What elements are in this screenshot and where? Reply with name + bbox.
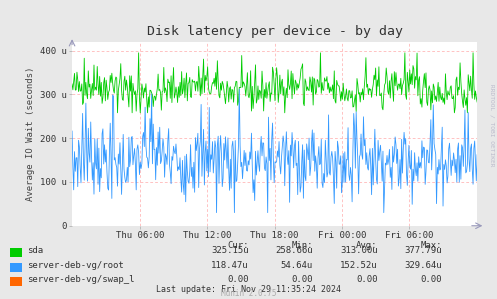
Text: 329.64u: 329.64u [405, 261, 442, 270]
Text: Max:: Max: [421, 241, 442, 250]
Title: Disk latency per device - by day: Disk latency per device - by day [147, 25, 403, 38]
Text: 325.15u: 325.15u [211, 246, 248, 255]
Y-axis label: Average IO Wait (seconds): Average IO Wait (seconds) [26, 67, 35, 201]
Text: Last update: Fri Nov 29 11:35:24 2024: Last update: Fri Nov 29 11:35:24 2024 [156, 285, 341, 294]
Text: 118.47u: 118.47u [211, 261, 248, 270]
Text: RRDTOOL / TOBI OETIKER: RRDTOOL / TOBI OETIKER [490, 84, 495, 167]
Text: 152.52u: 152.52u [340, 261, 378, 270]
Text: 313.00u: 313.00u [340, 246, 378, 255]
Text: Munin 2.0.75: Munin 2.0.75 [221, 289, 276, 298]
Text: Min:: Min: [292, 241, 313, 250]
Text: server-deb-vg/root: server-deb-vg/root [27, 261, 124, 270]
Text: 258.66u: 258.66u [275, 246, 313, 255]
Text: server-deb-vg/swap_l: server-deb-vg/swap_l [27, 275, 135, 284]
Text: 0.00: 0.00 [356, 275, 378, 284]
Text: sda: sda [27, 246, 43, 255]
Text: 377.79u: 377.79u [405, 246, 442, 255]
Text: Cur:: Cur: [227, 241, 248, 250]
Text: 0.00: 0.00 [421, 275, 442, 284]
Text: 0.00: 0.00 [227, 275, 248, 284]
Text: 54.64u: 54.64u [281, 261, 313, 270]
Text: Avg:: Avg: [356, 241, 378, 250]
Text: 0.00: 0.00 [292, 275, 313, 284]
